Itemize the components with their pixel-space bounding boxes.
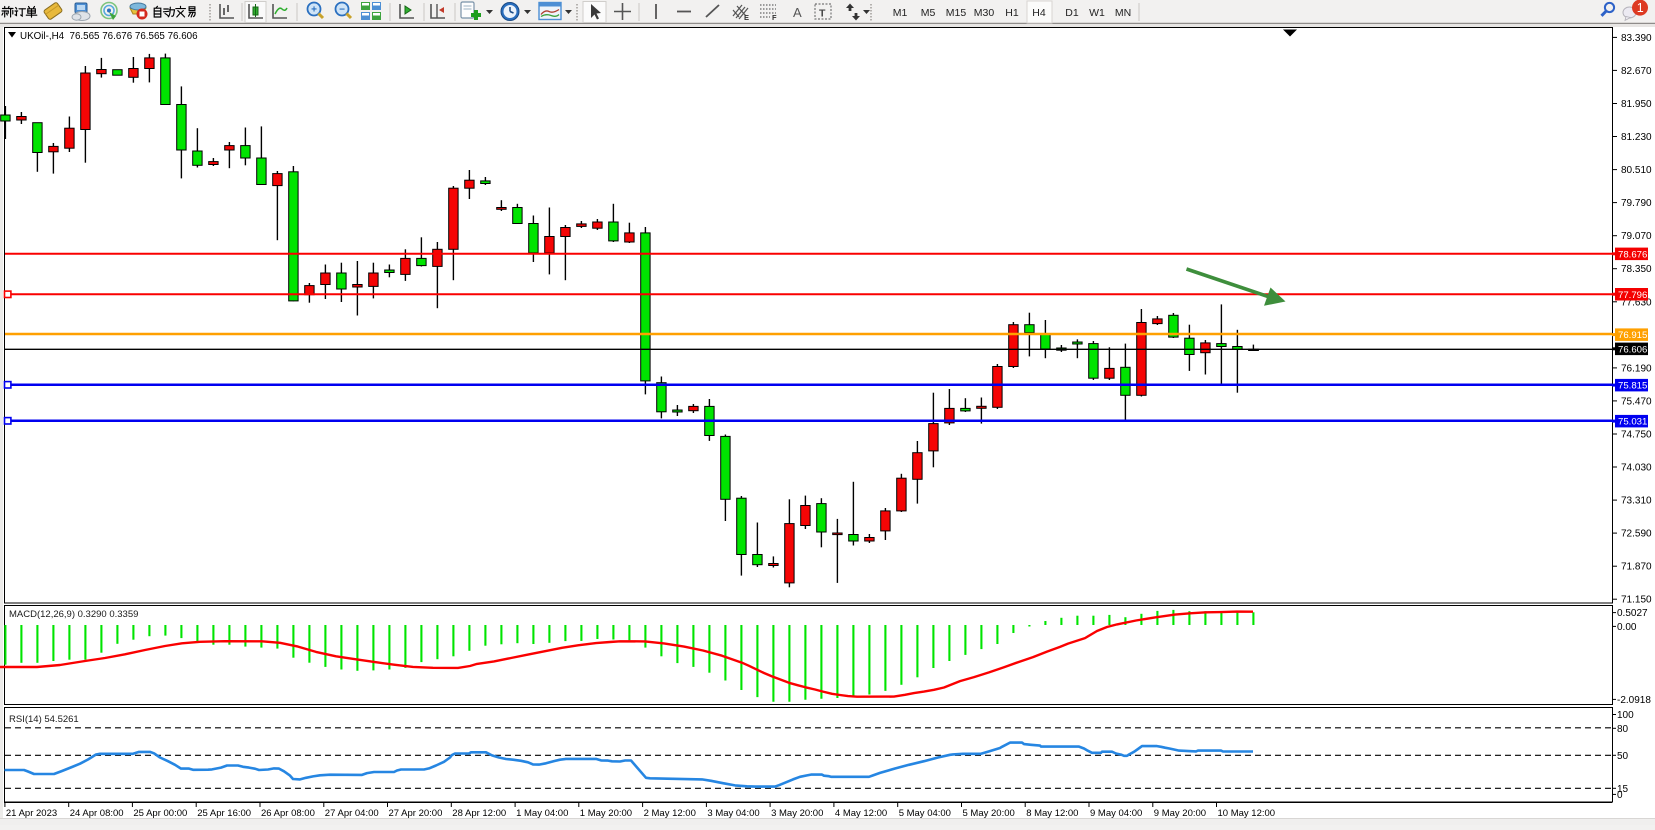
svg-text:3 May 04:00: 3 May 04:00 <box>707 808 759 819</box>
svg-text:5 May 04:00: 5 May 04:00 <box>899 808 951 819</box>
svg-text:M1: M1 <box>893 7 908 19</box>
svg-text:21 Apr 2023: 21 Apr 2023 <box>6 808 57 819</box>
svg-text:75.470: 75.470 <box>1621 396 1652 407</box>
svg-text:83.390: 83.390 <box>1621 33 1652 44</box>
svg-text:76.190: 76.190 <box>1621 363 1652 374</box>
svg-text:80: 80 <box>1617 724 1629 735</box>
svg-text:F: F <box>772 13 777 22</box>
svg-text:2 May 12:00: 2 May 12:00 <box>644 808 696 819</box>
svg-text:1 May 20:00: 1 May 20:00 <box>580 808 632 819</box>
svg-text:MN: MN <box>1115 7 1131 19</box>
svg-text:74.750: 74.750 <box>1621 430 1652 441</box>
svg-text:75.815: 75.815 <box>1618 381 1647 392</box>
svg-text:RSI(14) 54.5261: RSI(14) 54.5261 <box>9 714 79 725</box>
svg-text:79.790: 79.790 <box>1621 198 1652 209</box>
svg-text:25 Apr 16:00: 25 Apr 16:00 <box>197 808 251 819</box>
svg-text:10 May 12:00: 10 May 12:00 <box>1218 808 1276 819</box>
svg-text:100: 100 <box>1617 710 1634 721</box>
svg-text:81.230: 81.230 <box>1621 132 1652 143</box>
svg-text:24 Apr 08:00: 24 Apr 08:00 <box>70 808 124 819</box>
svg-text:MACD(12,26,9) 0.3290 0.3359: MACD(12,26,9) 0.3290 0.3359 <box>9 609 138 620</box>
svg-text:15: 15 <box>1617 784 1629 795</box>
svg-text:50: 50 <box>1617 751 1629 762</box>
svg-text:26 Apr 08:00: 26 Apr 08:00 <box>261 808 315 819</box>
svg-text:M5: M5 <box>921 7 936 19</box>
svg-text:3 May 20:00: 3 May 20:00 <box>771 808 823 819</box>
svg-text:71.870: 71.870 <box>1621 562 1652 573</box>
svg-text:0.5027: 0.5027 <box>1617 608 1648 619</box>
svg-text:M15: M15 <box>946 7 967 19</box>
svg-text:77.630: 77.630 <box>1621 297 1652 308</box>
svg-text:78.350: 78.350 <box>1621 264 1652 275</box>
svg-text:H1: H1 <box>1005 7 1019 19</box>
svg-text:9 May 20:00: 9 May 20:00 <box>1154 808 1206 819</box>
svg-text:79.070: 79.070 <box>1621 231 1652 242</box>
svg-text:1 May 04:00: 1 May 04:00 <box>516 808 568 819</box>
svg-text:−: − <box>339 5 345 16</box>
svg-text:27 Apr 04:00: 27 Apr 04:00 <box>325 808 379 819</box>
svg-text:M30: M30 <box>974 7 995 19</box>
svg-text:77.796: 77.796 <box>1618 290 1647 301</box>
svg-text:0.00: 0.00 <box>1617 622 1637 633</box>
svg-text:H4: H4 <box>1032 7 1046 19</box>
svg-text:25 Apr 00:00: 25 Apr 00:00 <box>133 808 187 819</box>
svg-text:27 Apr 20:00: 27 Apr 20:00 <box>389 808 443 819</box>
svg-text:71.150: 71.150 <box>1621 595 1652 606</box>
svg-text:D1: D1 <box>1065 7 1079 19</box>
svg-text:T: T <box>819 8 826 20</box>
svg-text:A: A <box>793 5 802 20</box>
svg-text:80.510: 80.510 <box>1621 165 1652 176</box>
svg-text:72.590: 72.590 <box>1621 529 1652 540</box>
svg-text:73.310: 73.310 <box>1621 496 1652 507</box>
svg-text:78.676: 78.676 <box>1618 249 1647 260</box>
svg-text:-2.0918: -2.0918 <box>1617 695 1651 706</box>
svg-text:5 May 20:00: 5 May 20:00 <box>963 808 1015 819</box>
svg-text:28 Apr 12:00: 28 Apr 12:00 <box>452 808 506 819</box>
svg-text:W1: W1 <box>1089 7 1105 19</box>
svg-text:UKOil-,H4 76.565 76.676 76.56: UKOil-,H4 76.565 76.676 76.565 76.606 <box>20 31 198 42</box>
svg-text:+: + <box>311 5 317 16</box>
svg-text:76.606: 76.606 <box>1618 344 1647 355</box>
svg-text:E: E <box>744 13 749 22</box>
svg-text:75.031: 75.031 <box>1618 417 1647 428</box>
svg-text:82.670: 82.670 <box>1621 66 1652 77</box>
svg-text:74.030: 74.030 <box>1621 463 1652 474</box>
svg-text:4 May 12:00: 4 May 12:00 <box>835 808 887 819</box>
svg-text:0: 0 <box>1617 790 1623 801</box>
svg-text:1: 1 <box>1637 1 1644 15</box>
svg-text:8 May 12:00: 8 May 12:00 <box>1026 808 1078 819</box>
svg-text:76.915: 76.915 <box>1618 330 1647 341</box>
svg-text:9 May 04:00: 9 May 04:00 <box>1090 808 1142 819</box>
svg-text:81.950: 81.950 <box>1621 99 1652 110</box>
